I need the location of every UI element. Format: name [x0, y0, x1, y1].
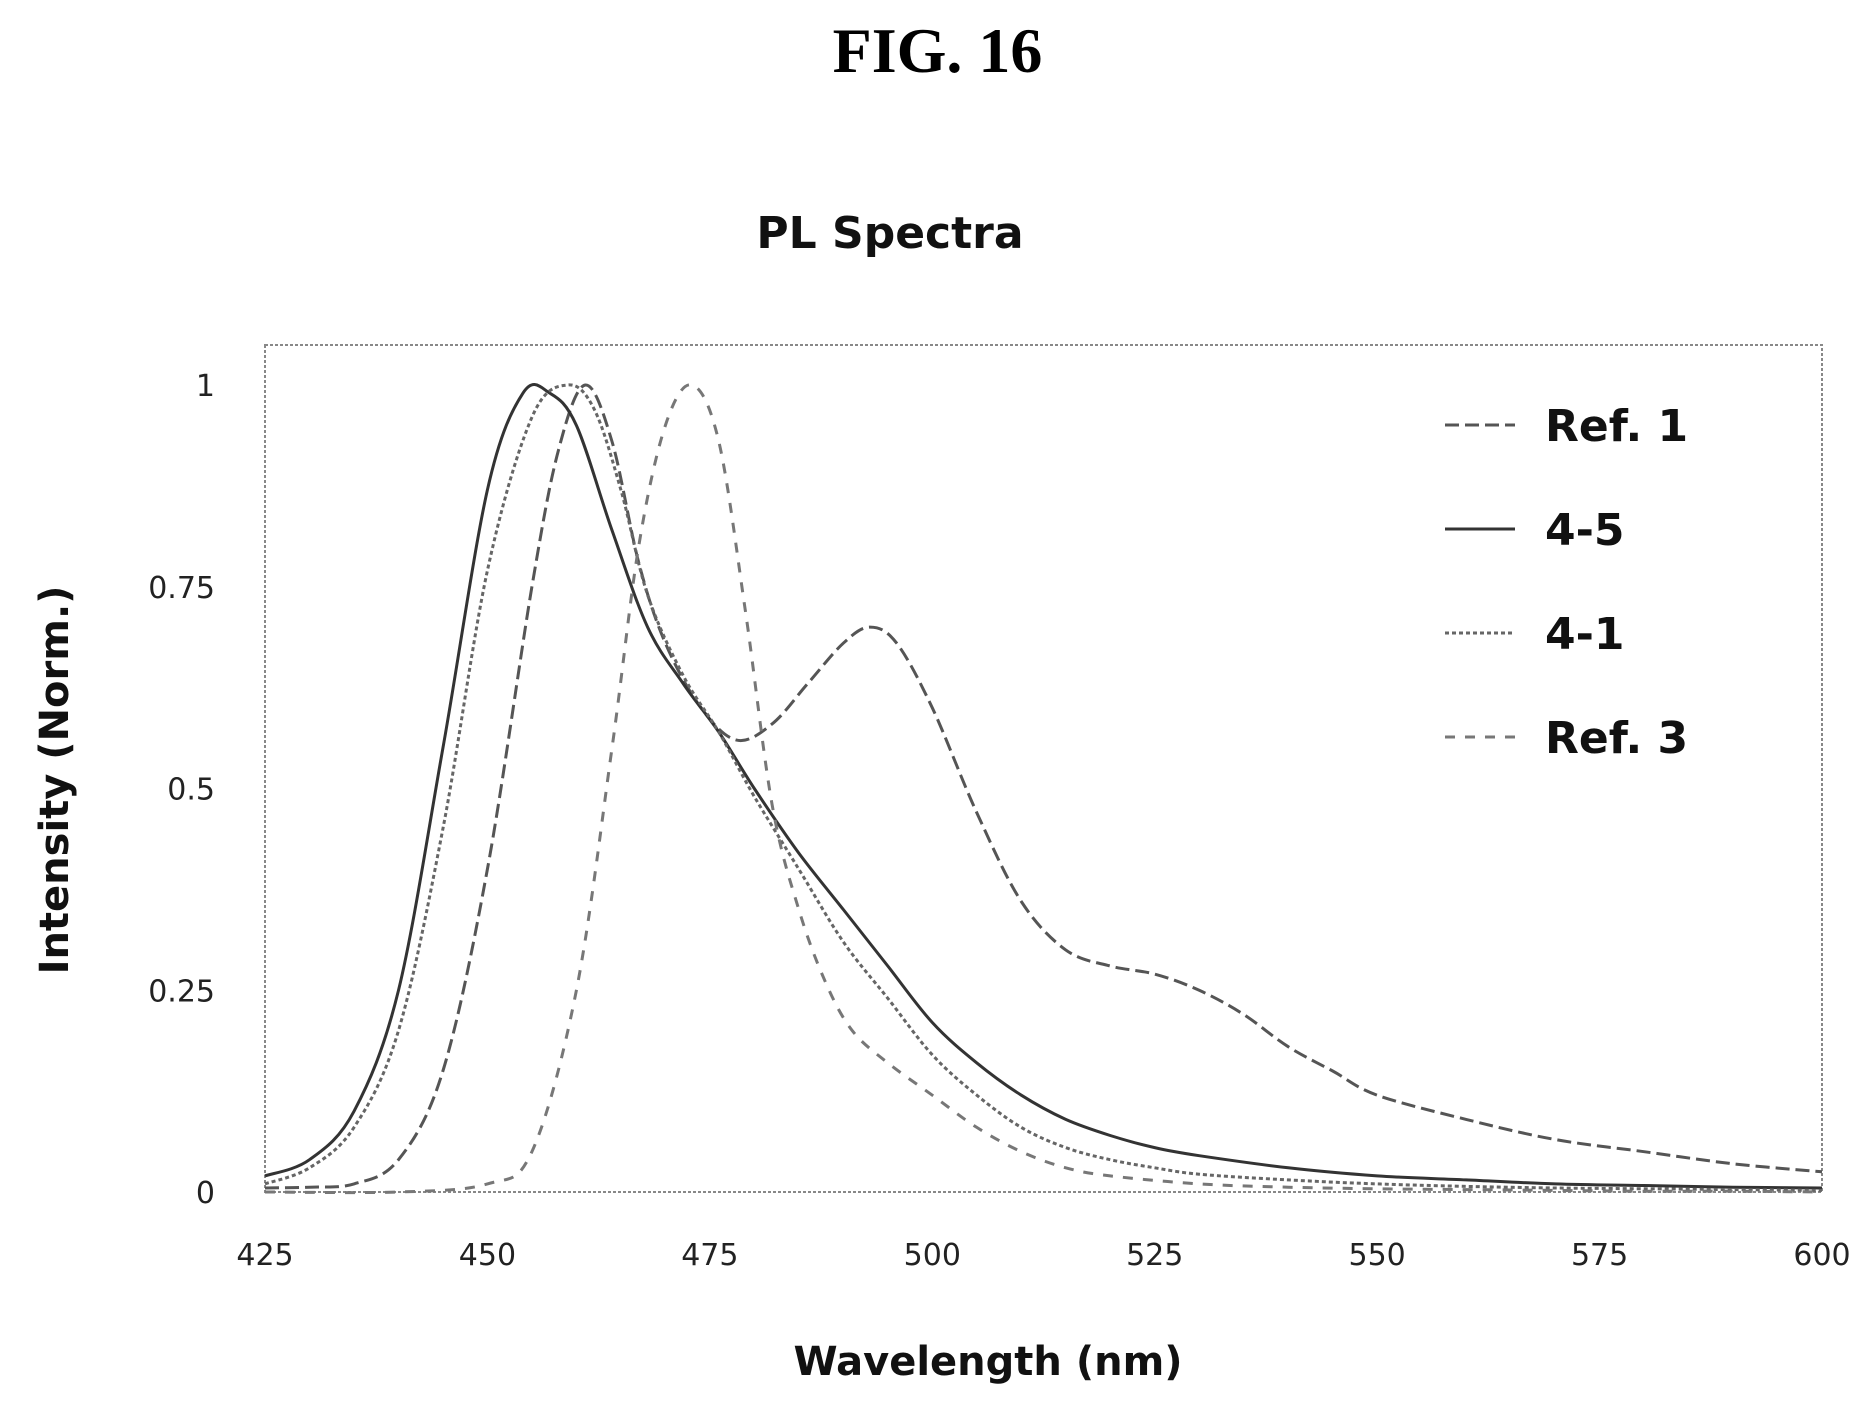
- series-line-4-1: [264, 383, 1823, 1192]
- series-line-ref-1: [264, 383, 1823, 1190]
- x-tick-label: 525: [1126, 1238, 1183, 1273]
- legend-label-4-5: 4-5: [1545, 505, 1625, 556]
- x-tick-label: 575: [1571, 1238, 1628, 1273]
- x-tick-label: 550: [1349, 1238, 1406, 1273]
- legend-label-ref-1: Ref. 1: [1545, 401, 1688, 452]
- y-tick-label: 0.5: [167, 773, 215, 808]
- x-axis-label: Wavelength (nm): [793, 1339, 1182, 1385]
- y-tick-label: 0.25: [148, 974, 215, 1009]
- series-lines: [264, 383, 1823, 1195]
- legend: Ref. 1 4-5 4-1 Ref. 3: [1445, 401, 1688, 764]
- x-tick-label: 475: [681, 1238, 738, 1273]
- chart-title: PL Spectra: [756, 208, 1023, 259]
- x-tick-label: 600: [1793, 1238, 1850, 1273]
- x-tick-label: 425: [236, 1238, 293, 1273]
- y-tick-label: 1: [196, 369, 215, 404]
- y-tick-label: 0: [196, 1176, 215, 1211]
- x-tick-label: 500: [904, 1238, 961, 1273]
- x-tick-label: 450: [459, 1238, 516, 1273]
- figure-title: FIG. 16: [832, 15, 1043, 86]
- y-tick-label: 0.75: [148, 571, 215, 606]
- y-axis-label: Intensity (Norm.): [32, 586, 78, 975]
- plot-frame: [264, 344, 1823, 1193]
- y-axis-ticks: 0 0.25 0.5 0.75 1: [148, 369, 215, 1211]
- series-line-4-5: [264, 383, 1823, 1190]
- legend-label-ref-3: Ref. 3: [1545, 713, 1688, 764]
- legend-label-4-1: 4-1: [1545, 609, 1625, 660]
- x-axis-ticks: 425 450 475 500 525 550 575 600: [236, 1238, 1850, 1273]
- series-line-ref-3: [264, 383, 1823, 1195]
